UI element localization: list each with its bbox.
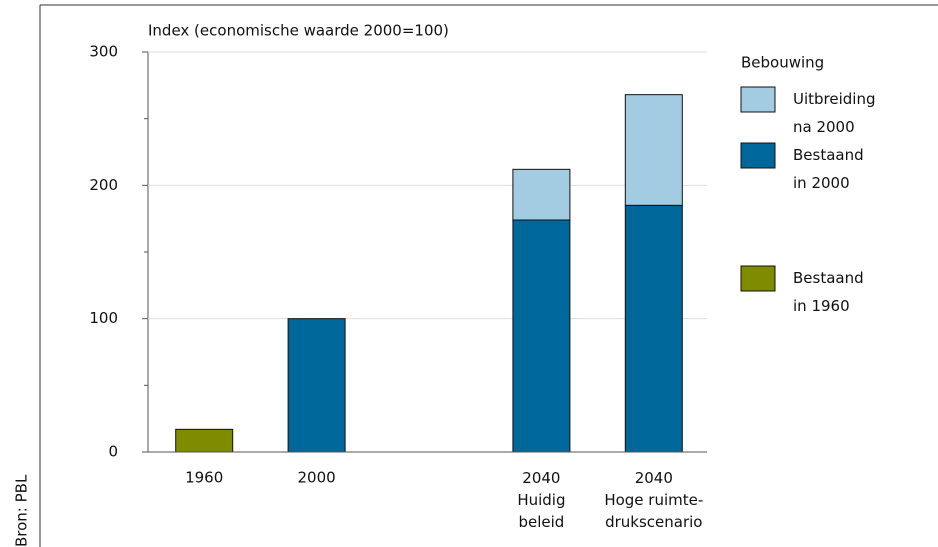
y-tick-label: 200 — [89, 176, 118, 194]
legend-swatch — [740, 265, 776, 292]
y-tick-label: 0 — [108, 443, 118, 461]
x-tick-label: 1960 — [185, 469, 223, 487]
x-tick-label: 2040 Hoge ruimte-drukscenario — [604, 469, 703, 531]
x-tick-label: 2040 Huidig beleid — [517, 469, 565, 531]
y-tick-label: 100 — [89, 309, 118, 327]
bar-segment — [512, 219, 571, 453]
x-tick-label: 2000 — [298, 469, 336, 487]
bar-segment — [624, 204, 683, 453]
legend-label: Bestaand in 2000 — [793, 146, 864, 192]
legend-swatch — [740, 142, 776, 169]
source: Bron: PBL — [13, 474, 31, 547]
legend-label: Uitbreiding na 2000 — [793, 90, 876, 136]
legend-swatch — [740, 86, 776, 113]
bar-segment — [512, 168, 571, 221]
y-tick-label: 300 — [89, 43, 118, 61]
bar-segment — [624, 94, 683, 206]
legend-label: Bestaand in 1960 — [793, 269, 864, 315]
axis-title: Index (economische waarde 2000=100) — [148, 22, 449, 40]
bar-segment — [287, 318, 346, 453]
bar-segment — [175, 428, 234, 453]
legend-title: Bebouwing — [741, 54, 824, 72]
